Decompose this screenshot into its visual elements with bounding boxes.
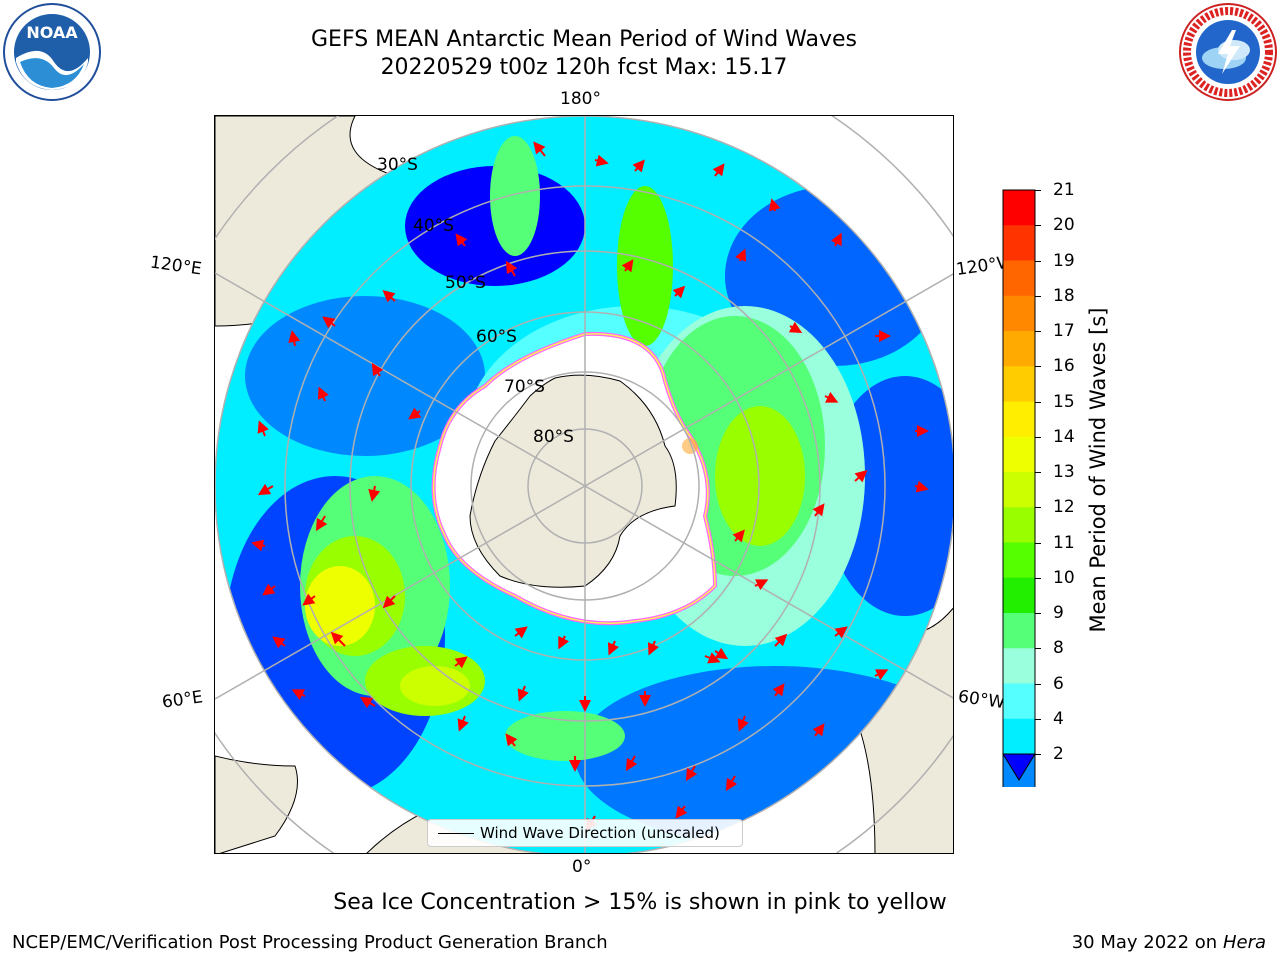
colorbar	[1002, 189, 1036, 787]
colorbar-bands	[1002, 189, 1036, 787]
colorbar-tick-label: 12	[1053, 497, 1075, 518]
title-line-2: 20220529 t00z 120h fcst Max: 15.17	[380, 55, 788, 80]
colorbar-tick	[1035, 718, 1041, 720]
footer-machine: Hera	[1222, 932, 1266, 953]
colorbar-label: Mean Period of Wind Waves [s]	[1086, 307, 1110, 633]
colorbar-tick	[1035, 190, 1041, 191]
colorbar-band	[1003, 225, 1035, 261]
lat-label-40s: 40°S	[413, 216, 454, 236]
polar-map: 30°S 40°S 50°S 60°S 70°S 80°S	[215, 116, 953, 853]
colorbar-band	[1003, 472, 1035, 508]
noaa-logo-icon: NOAA	[3, 3, 101, 101]
lon-label-60e: 60°E	[160, 687, 205, 713]
map-legend: Wind Wave Direction (unscaled)	[427, 819, 743, 847]
colorbar-tick	[1035, 331, 1041, 332]
colorbar-tick-label: 19	[1053, 250, 1075, 271]
colorbar-band	[1003, 436, 1035, 473]
colorbar-tick-label: 10	[1053, 567, 1075, 588]
graticule	[215, 116, 953, 853]
colorbar-tick	[1035, 401, 1041, 403]
chart-title: GEFS MEAN Antarctic Mean Period of Wind …	[0, 26, 1168, 82]
colorbar-tick	[1035, 613, 1041, 614]
colorbar-band	[1003, 718, 1035, 755]
map-panel: 30°S 40°S 50°S 60°S 70°S 80°S Wind Wave …	[214, 115, 954, 854]
colorbar-tick	[1035, 366, 1041, 368]
colorbar-tick-label: 13	[1053, 462, 1075, 482]
colorbar-tick	[1035, 436, 1041, 438]
footer-left: NCEP/EMC/Verification Post Processing Pr…	[12, 932, 608, 953]
colorbar-band	[1003, 366, 1035, 402]
colorbar-tick-label: 11	[1053, 532, 1075, 553]
footer-date: 30 May 2022 on	[1071, 932, 1218, 953]
colorbar-tick	[1035, 683, 1041, 685]
colorbar-tick	[1035, 542, 1041, 544]
colorbar-outline	[1002, 189, 1036, 787]
colorbar-band	[1003, 507, 1035, 543]
colorbar-tick	[1035, 260, 1041, 262]
legend-line-icon	[438, 833, 474, 834]
lat-label-60s: 60°S	[476, 327, 517, 347]
colorbar-tick-label: 2	[1053, 744, 1064, 764]
colorbar-band	[1003, 577, 1035, 614]
colorbar-band	[1003, 295, 1035, 332]
lat-label-30s: 30°S	[377, 155, 418, 175]
colorbar-band	[1003, 401, 1035, 438]
colorbar-tick	[1035, 295, 1041, 297]
sea-ice-caption: Sea Ice Concentration > 15% is shown in …	[333, 890, 947, 915]
lat-label-70s: 70°S	[504, 377, 545, 397]
colorbar-tick	[1035, 225, 1041, 227]
colorbar-tick	[1035, 577, 1041, 579]
lon-label-180: 180°	[560, 89, 601, 109]
colorbar-tick-label: 4	[1053, 708, 1064, 729]
colorbar-tick-label: 15	[1053, 391, 1075, 412]
colorbar-tick-label: 6	[1053, 673, 1064, 694]
colorbar-band	[1003, 683, 1035, 720]
lat-label-50s: 50°S	[445, 273, 486, 293]
lon-label-60w: 60°W	[956, 686, 1007, 714]
colorbar-tick	[1035, 648, 1041, 650]
footer-right: 30 May 2022 on Hera	[1072, 932, 1266, 953]
colorbar-band	[1003, 542, 1035, 579]
colorbar-tick-label: 17	[1053, 321, 1075, 341]
colorbar-tick	[1035, 507, 1041, 509]
colorbar-tick	[1035, 754, 1041, 755]
colorbar-tick-label: 8	[1053, 638, 1064, 659]
colorbar-tick	[1035, 472, 1041, 473]
colorbar-band	[1003, 613, 1035, 649]
colorbar-band	[1003, 190, 1035, 226]
colorbar-tick-label: 21	[1053, 180, 1075, 200]
colorbar-band	[1003, 648, 1035, 684]
legend-text: Wind Wave Direction (unscaled)	[480, 824, 720, 842]
nws-logo-icon	[1179, 3, 1277, 101]
title-line-1: GEFS MEAN Antarctic Mean Period of Wind …	[311, 27, 857, 52]
noaa-logo-text: NOAA	[26, 23, 78, 42]
colorbar-tick-label: 14	[1053, 426, 1075, 447]
lon-label-0: 0°	[572, 857, 592, 877]
colorbar-band	[1003, 260, 1035, 297]
lat-label-80s: 80°S	[533, 427, 574, 447]
colorbar-tick-label: 9	[1053, 603, 1064, 623]
colorbar-under-triangle	[1002, 753, 1036, 781]
colorbar-band	[1003, 331, 1035, 367]
colorbar-tick-label: 18	[1053, 285, 1075, 306]
lon-label-120e: 120°E	[148, 252, 203, 280]
colorbar-tick-label: 20	[1053, 215, 1075, 236]
colorbar-tick-label: 16	[1053, 356, 1075, 377]
